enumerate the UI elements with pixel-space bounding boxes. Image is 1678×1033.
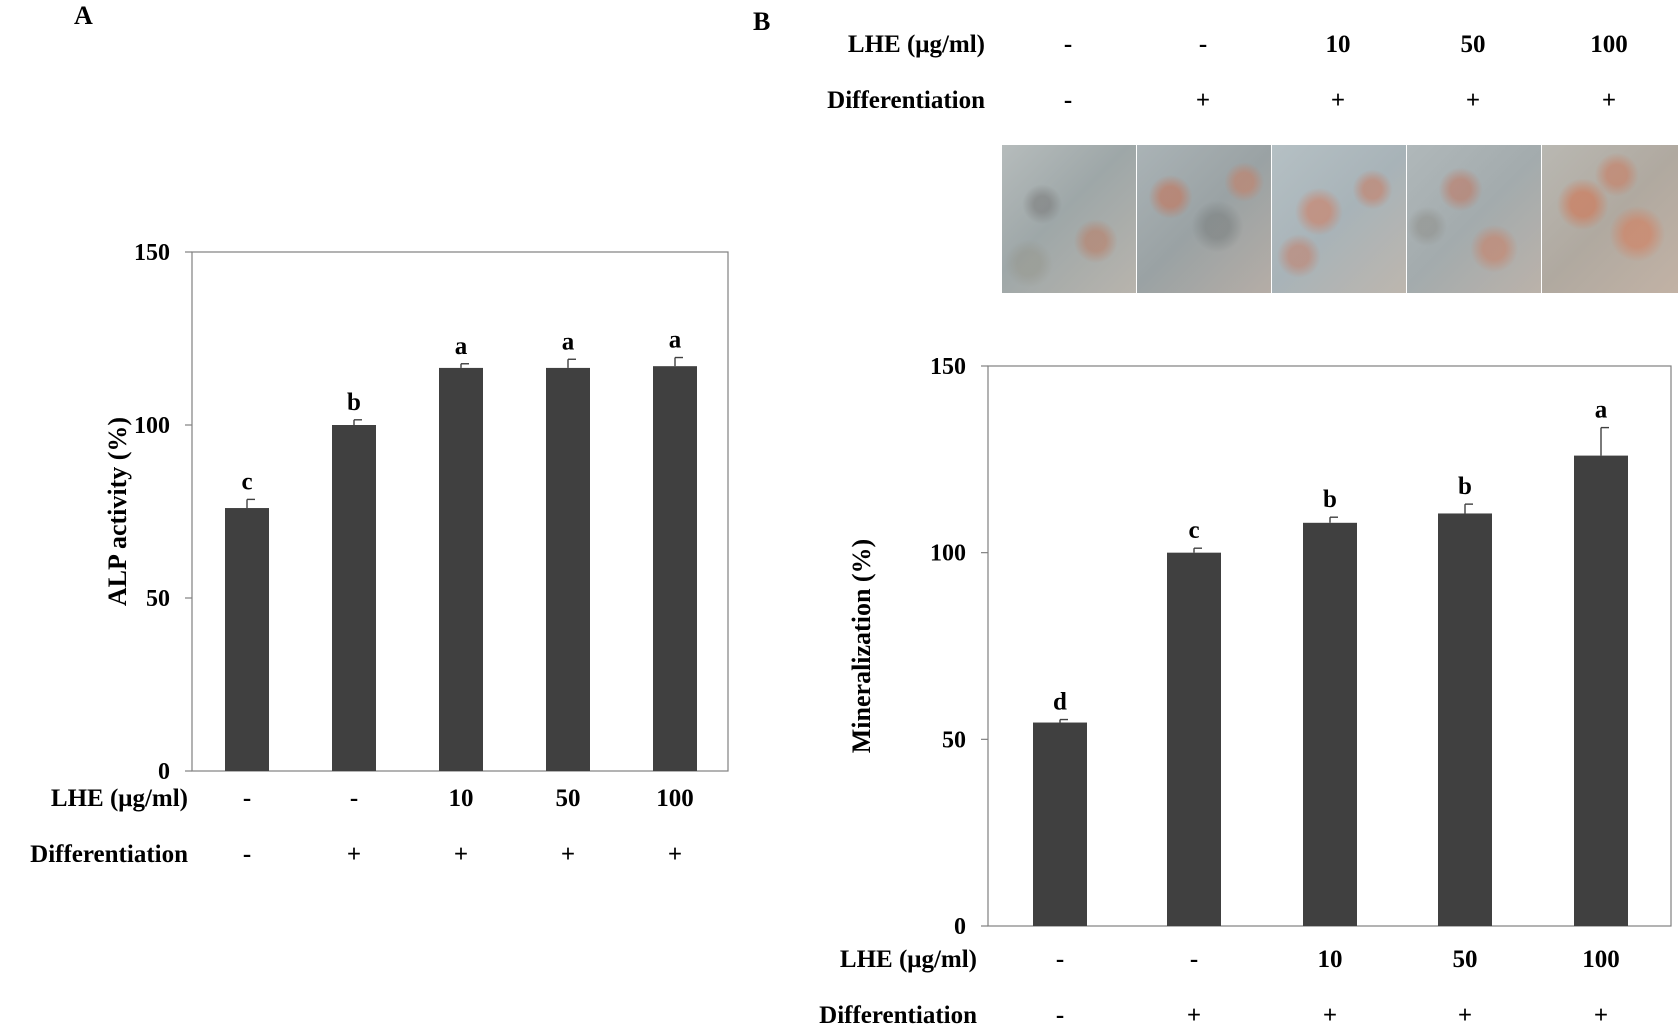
y-tick-label: 0 xyxy=(954,914,966,940)
treatment-value: 50 xyxy=(1453,946,1478,973)
treatment-value: + xyxy=(561,841,575,868)
treatment-value: - xyxy=(350,785,358,812)
top-row-value: - xyxy=(1064,31,1072,58)
treatment-value: + xyxy=(347,841,361,868)
top-row-value: - xyxy=(1064,87,1072,114)
significance-letter: a xyxy=(562,328,575,355)
bar xyxy=(1574,455,1628,926)
treatment-value: 10 xyxy=(449,785,474,812)
bar xyxy=(1033,722,1087,926)
treatment-value: + xyxy=(1458,1002,1472,1029)
treatment-row-label: Differentiation xyxy=(30,841,188,868)
bar xyxy=(546,367,590,771)
panel-label-b: B xyxy=(753,7,770,36)
top-row-label: LHE (μg/ml) xyxy=(848,31,985,58)
treatment-value: + xyxy=(454,841,468,868)
y-tick-label: 50 xyxy=(942,727,966,753)
top-row-value: 50 xyxy=(1461,31,1486,58)
chart-b: 0 50 100 150 Mineralization (%) d c b b a LHE (μg/… xyxy=(819,31,1672,1029)
y-axis-title: ALP activity (%) xyxy=(103,417,132,606)
y-tick-label: 100 xyxy=(930,541,966,567)
treatment-row-label: Differentiation xyxy=(819,1002,977,1029)
treatment-value: - xyxy=(1056,1002,1064,1029)
treatment-value: + xyxy=(1594,1002,1608,1029)
treatment-value: 100 xyxy=(656,785,694,812)
bar xyxy=(1303,522,1357,926)
top-row-label: Differentiation xyxy=(827,87,985,114)
bar xyxy=(1167,552,1221,926)
top-row-value: 100 xyxy=(1590,31,1628,58)
panel-label-a: A xyxy=(74,1,93,30)
bar xyxy=(332,425,376,771)
significance-letter: c xyxy=(1188,517,1199,544)
bar xyxy=(653,366,697,771)
significance-letter: d xyxy=(1053,689,1067,716)
top-row-value: + xyxy=(1196,87,1210,114)
treatment-value: 100 xyxy=(1582,946,1620,973)
y-tick-label: 150 xyxy=(930,354,966,380)
bar xyxy=(225,508,269,771)
significance-letter: a xyxy=(455,333,468,360)
treatment-value: 50 xyxy=(556,785,581,812)
top-row-value: 10 xyxy=(1326,31,1351,58)
treatment-value: - xyxy=(1056,946,1064,973)
treatment-value: - xyxy=(243,841,251,868)
significance-letter: a xyxy=(1595,397,1608,424)
y-tick-label: 150 xyxy=(134,240,170,266)
bar xyxy=(439,367,483,771)
treatment-value: 10 xyxy=(1318,946,1343,973)
top-row-value: + xyxy=(1466,87,1480,114)
micrograph-control xyxy=(1001,145,1136,293)
treatment-value: + xyxy=(1187,1002,1201,1029)
significance-letter: b xyxy=(347,389,361,416)
top-row-value: + xyxy=(1602,87,1616,114)
micrograph-differentiation xyxy=(1136,145,1271,293)
significance-letter: a xyxy=(669,327,682,354)
treatment-value: - xyxy=(1190,946,1198,973)
micrograph-lhe-10 xyxy=(1271,145,1406,293)
y-tick-label: 100 xyxy=(134,413,170,439)
y-tick-label: 50 xyxy=(146,586,170,612)
treatment-value: + xyxy=(668,841,682,868)
micrograph-lhe-100 xyxy=(1541,145,1678,293)
significance-letter: b xyxy=(1323,486,1337,513)
y-axis-title: Mineralization (%) xyxy=(847,539,876,753)
top-row-value: - xyxy=(1199,31,1207,58)
bar xyxy=(1438,513,1492,926)
top-row-value: + xyxy=(1331,87,1345,114)
micrograph-lhe-50 xyxy=(1406,145,1541,293)
treatment-row-label: LHE (μg/ml) xyxy=(51,785,188,812)
significance-letter: c xyxy=(241,468,252,495)
treatment-value: - xyxy=(243,785,251,812)
treatment-row-label: LHE (μg/ml) xyxy=(840,946,977,973)
significance-letter: b xyxy=(1458,473,1472,500)
y-tick-label: 0 xyxy=(158,759,170,785)
chart-a: 0 50 100 150 ALP activity (%) c b a a a LHE (μg/ml… xyxy=(30,240,729,868)
treatment-value: + xyxy=(1323,1002,1337,1029)
